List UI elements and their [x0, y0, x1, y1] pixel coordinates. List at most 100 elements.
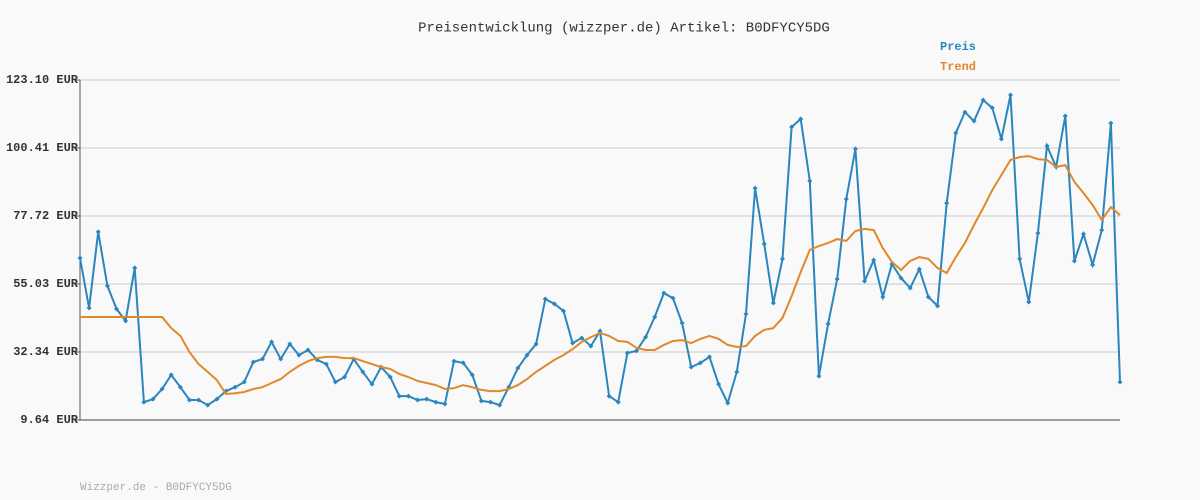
point	[606, 393, 612, 399]
point	[95, 229, 101, 235]
point	[369, 381, 375, 387]
point	[524, 352, 530, 358]
point	[205, 402, 211, 408]
y-tick-label: 123.10 EUR	[6, 73, 79, 87]
point	[962, 109, 968, 115]
point	[1117, 379, 1123, 385]
point	[1035, 230, 1041, 236]
point	[670, 295, 676, 301]
series-line	[80, 155, 1121, 396]
point	[451, 358, 457, 364]
point	[360, 369, 366, 375]
point	[415, 397, 421, 403]
point	[497, 402, 503, 408]
point	[232, 384, 238, 390]
point	[935, 303, 941, 309]
point	[123, 318, 129, 324]
point	[113, 306, 119, 312]
point	[515, 365, 521, 371]
point	[442, 401, 448, 407]
y-tick-label: 32.34 EUR	[13, 345, 79, 359]
point	[953, 130, 959, 136]
point	[542, 296, 548, 302]
point	[561, 308, 567, 314]
point	[332, 379, 338, 385]
point	[86, 305, 92, 311]
footer: Wizzper.de - B0DFYCY5DG	[80, 482, 232, 494]
point	[615, 399, 621, 405]
point	[241, 379, 247, 385]
point	[1071, 258, 1077, 264]
point	[652, 314, 658, 320]
point	[1108, 120, 1114, 126]
point	[196, 397, 202, 403]
point	[862, 278, 868, 284]
point	[1081, 231, 1087, 237]
point	[1044, 143, 1050, 149]
point	[588, 343, 594, 349]
point	[980, 97, 986, 103]
point	[278, 356, 284, 362]
point	[168, 372, 174, 378]
point	[816, 373, 822, 379]
point	[898, 275, 904, 281]
point	[551, 301, 557, 307]
point	[488, 399, 494, 405]
point	[214, 396, 220, 402]
point	[342, 374, 348, 380]
y-tick-label: 55.03 EUR	[13, 277, 79, 291]
point	[1017, 256, 1023, 262]
point	[141, 399, 147, 405]
point	[570, 340, 576, 346]
point	[1062, 113, 1068, 119]
point	[734, 369, 740, 375]
chart-title: Preisentwicklung (wizzper.de) Artikel: B…	[418, 21, 830, 37]
point	[287, 341, 293, 347]
point	[716, 381, 722, 387]
point	[250, 359, 256, 365]
point	[807, 178, 813, 184]
point	[478, 398, 484, 404]
point	[1008, 92, 1014, 98]
point	[460, 360, 466, 366]
point	[259, 356, 265, 362]
point	[1090, 262, 1096, 268]
point	[725, 400, 731, 406]
point	[688, 364, 694, 370]
point	[743, 311, 749, 317]
legend-label: Trend	[940, 60, 976, 74]
point	[761, 241, 767, 247]
point	[679, 320, 685, 326]
point	[132, 265, 138, 271]
point	[752, 185, 758, 191]
point	[104, 283, 110, 289]
point	[533, 341, 539, 347]
point	[770, 300, 776, 306]
point	[469, 372, 475, 378]
point	[789, 124, 795, 130]
y-tick-label: 9.64 EUR	[20, 413, 78, 427]
point	[624, 350, 630, 356]
point	[907, 285, 913, 291]
point	[633, 348, 639, 354]
point	[405, 393, 411, 399]
point	[661, 290, 667, 296]
point	[177, 384, 183, 390]
point	[150, 396, 156, 402]
point	[706, 354, 712, 360]
point	[643, 334, 649, 340]
point	[880, 294, 886, 300]
point	[871, 257, 877, 263]
point	[387, 374, 393, 380]
point	[159, 386, 165, 392]
point	[834, 276, 840, 282]
point	[697, 360, 703, 366]
point	[186, 397, 192, 403]
point	[971, 118, 977, 124]
y-tick-label: 100.41 EUR	[6, 141, 79, 155]
point	[433, 399, 439, 405]
point	[779, 256, 785, 262]
point	[296, 352, 302, 358]
point	[77, 255, 83, 261]
